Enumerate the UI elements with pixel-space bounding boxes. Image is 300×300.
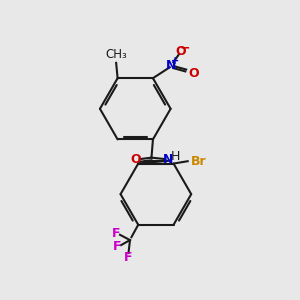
Text: N: N — [166, 59, 176, 72]
Text: −: − — [180, 41, 190, 54]
Text: F: F — [124, 251, 133, 264]
Text: F: F — [113, 240, 122, 253]
Text: H: H — [171, 150, 181, 163]
Text: +: + — [171, 56, 179, 66]
Text: N: N — [163, 153, 173, 166]
Text: O: O — [189, 67, 199, 80]
Text: O: O — [175, 45, 186, 58]
Text: CH₃: CH₃ — [105, 48, 127, 62]
Text: Br: Br — [191, 155, 207, 168]
Text: F: F — [112, 227, 121, 240]
Text: O: O — [130, 153, 141, 166]
